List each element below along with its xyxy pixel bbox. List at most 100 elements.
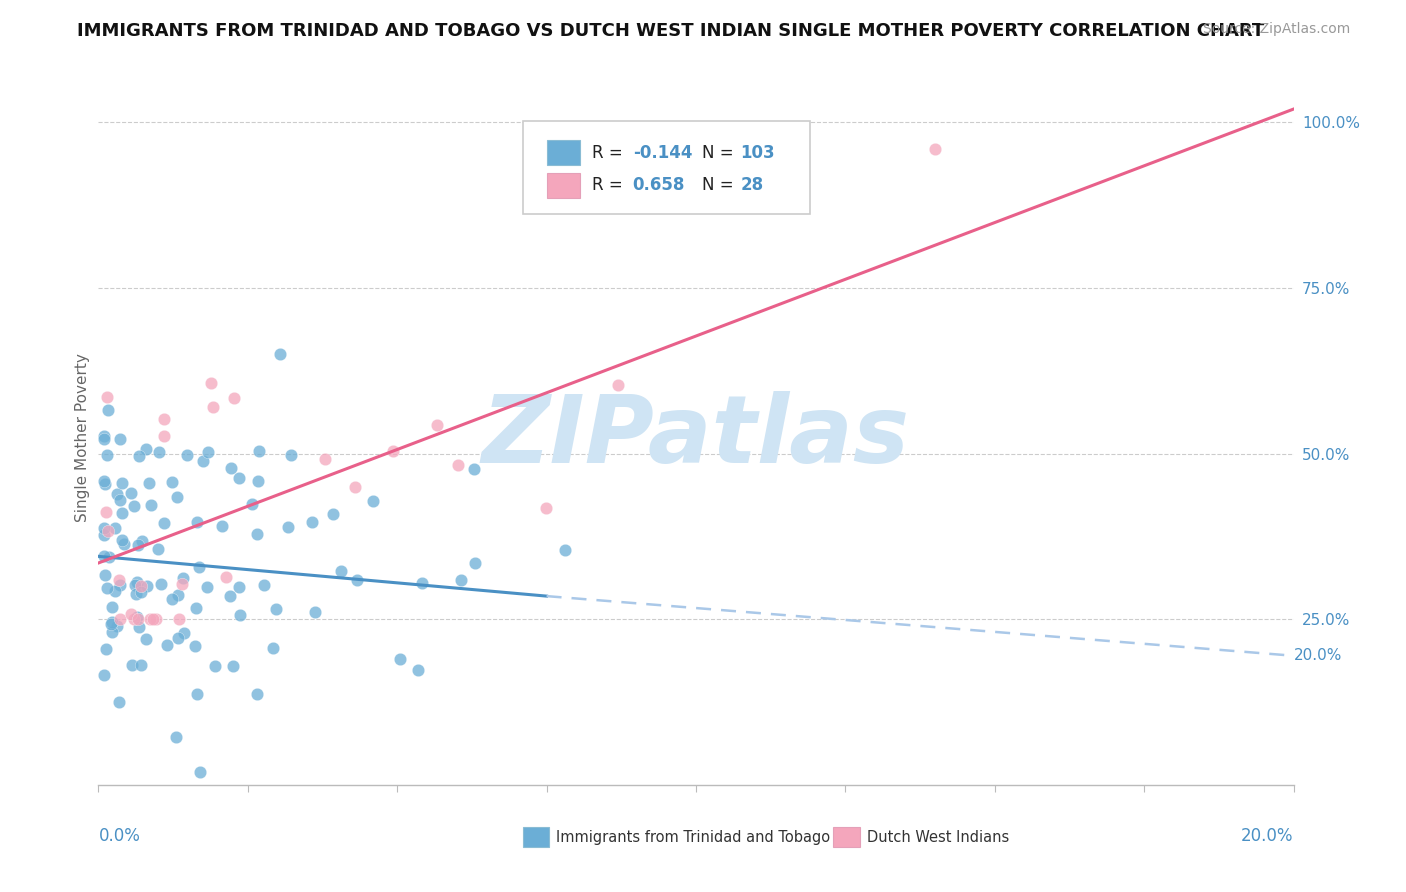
- Point: [96, 448, 118, 462]
- Point: [111, 533, 134, 547]
- Point: [94, 505, 117, 519]
- Point: [120, 486, 142, 500]
- Point: [301, 515, 323, 529]
- Point: [128, 620, 150, 634]
- Text: 20.0%: 20.0%: [1241, 827, 1294, 845]
- Point: [280, 448, 302, 462]
- Point: [195, 580, 218, 594]
- Point: [127, 612, 149, 626]
- Point: [108, 573, 131, 587]
- Point: [167, 631, 190, 645]
- Text: R =: R =: [592, 144, 628, 161]
- Point: [122, 612, 145, 626]
- Point: [246, 688, 269, 702]
- Point: [93, 474, 115, 488]
- Point: [269, 347, 291, 361]
- Point: [127, 574, 149, 589]
- Point: [322, 507, 344, 521]
- Point: [228, 471, 250, 485]
- Text: R =: R =: [592, 177, 628, 194]
- Point: [108, 612, 131, 626]
- Point: [184, 639, 207, 653]
- Point: [103, 521, 125, 535]
- Point: [172, 571, 194, 585]
- Point: [131, 533, 153, 548]
- Point: [145, 612, 167, 626]
- Point: [160, 475, 183, 489]
- Point: [142, 612, 165, 626]
- Point: [186, 515, 208, 529]
- Point: [101, 615, 124, 630]
- Point: [104, 584, 127, 599]
- Point: [197, 445, 219, 459]
- Point: [93, 520, 115, 534]
- Point: [165, 731, 187, 745]
- Point: [222, 391, 245, 405]
- Point: [450, 573, 472, 587]
- Bar: [547, 173, 581, 198]
- Point: [96, 581, 118, 595]
- Point: [167, 612, 190, 626]
- Point: [246, 474, 269, 488]
- Text: ZIPatlas: ZIPatlas: [482, 391, 910, 483]
- Point: [426, 417, 449, 432]
- Point: [167, 588, 190, 602]
- Point: [98, 549, 121, 564]
- Point: [97, 403, 120, 417]
- Text: Source: ZipAtlas.com: Source: ZipAtlas.com: [1202, 22, 1350, 37]
- Point: [156, 638, 179, 652]
- Point: [129, 579, 152, 593]
- Text: Immigrants from Trinidad and Tobago: Immigrants from Trinidad and Tobago: [557, 830, 831, 845]
- Point: [97, 524, 120, 539]
- Point: [389, 652, 412, 666]
- Point: [141, 498, 163, 512]
- Point: [94, 477, 117, 491]
- Text: 103: 103: [740, 144, 775, 161]
- Point: [343, 480, 366, 494]
- Point: [186, 600, 208, 615]
- Point: [110, 432, 132, 446]
- Point: [188, 560, 211, 574]
- Point: [153, 516, 176, 530]
- Text: 0.658: 0.658: [633, 177, 685, 194]
- Point: [200, 376, 222, 390]
- Point: [105, 487, 128, 501]
- Point: [93, 668, 115, 682]
- Point: [148, 445, 170, 459]
- Point: [127, 609, 149, 624]
- Text: Dutch West Indians: Dutch West Indians: [868, 830, 1010, 845]
- Point: [124, 578, 146, 592]
- Point: [129, 584, 152, 599]
- Text: -0.144: -0.144: [633, 144, 692, 161]
- FancyBboxPatch shape: [523, 120, 810, 214]
- Point: [228, 580, 250, 594]
- Point: [219, 589, 242, 603]
- Bar: [834, 828, 859, 847]
- Point: [253, 578, 276, 592]
- Bar: [523, 828, 548, 847]
- Point: [215, 570, 238, 584]
- Point: [173, 626, 195, 640]
- Point: [188, 764, 211, 779]
- Point: [111, 506, 134, 520]
- Point: [135, 632, 157, 647]
- Point: [148, 542, 170, 557]
- Point: [229, 607, 252, 622]
- Point: [111, 476, 134, 491]
- Point: [346, 573, 368, 587]
- Point: [246, 526, 269, 541]
- Point: [607, 378, 630, 392]
- Point: [138, 475, 160, 490]
- Point: [94, 568, 117, 582]
- Point: [135, 442, 157, 456]
- Point: [93, 527, 115, 541]
- Point: [447, 458, 470, 473]
- Point: [100, 625, 122, 640]
- Point: [554, 542, 576, 557]
- Point: [264, 602, 287, 616]
- Point: [149, 577, 172, 591]
- Point: [107, 695, 129, 709]
- Point: [105, 619, 128, 633]
- Point: [166, 490, 188, 504]
- Text: N =: N =: [702, 177, 738, 194]
